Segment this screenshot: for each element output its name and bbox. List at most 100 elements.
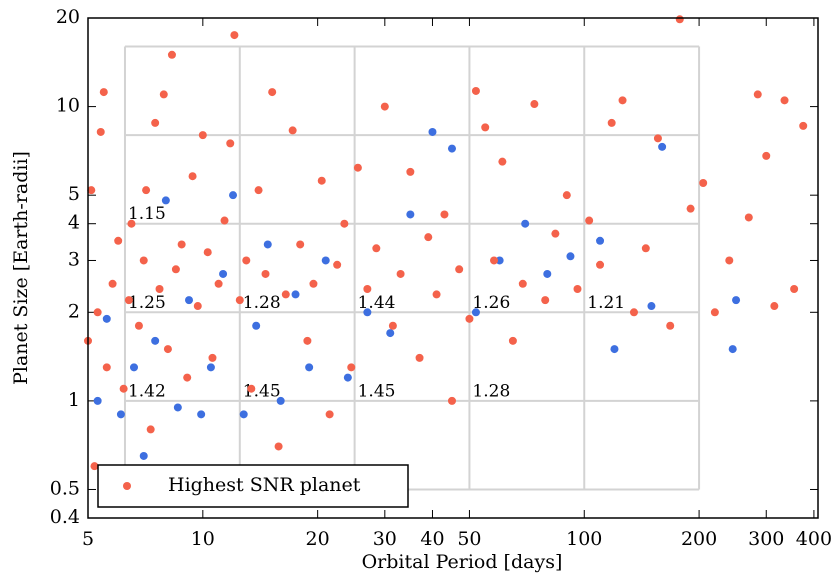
point xyxy=(543,269,552,278)
point xyxy=(321,256,330,265)
point xyxy=(219,269,228,278)
point xyxy=(167,50,176,59)
point xyxy=(406,167,415,176)
annotation: 1.44 xyxy=(358,293,396,313)
point xyxy=(380,102,389,111)
point xyxy=(203,248,212,257)
x-tick-label: 400 xyxy=(796,528,832,550)
point xyxy=(116,410,125,419)
point xyxy=(102,314,111,323)
x-tick-label: 20 xyxy=(306,528,330,550)
point xyxy=(198,131,207,140)
point xyxy=(388,321,397,330)
point xyxy=(728,345,737,354)
point xyxy=(432,290,441,299)
point xyxy=(770,302,779,311)
legend-marker xyxy=(123,482,131,490)
point xyxy=(447,144,456,153)
point xyxy=(163,345,172,354)
point xyxy=(753,90,762,99)
point xyxy=(93,396,102,405)
point xyxy=(242,256,251,265)
point xyxy=(440,210,449,219)
point xyxy=(471,308,480,317)
point xyxy=(780,96,789,105)
point xyxy=(629,308,638,317)
point xyxy=(428,127,437,136)
point xyxy=(641,244,650,253)
point xyxy=(386,329,395,338)
point xyxy=(185,296,194,305)
point xyxy=(363,308,372,317)
point xyxy=(596,236,605,245)
x-tick-label: 200 xyxy=(681,528,717,550)
point xyxy=(119,384,128,393)
point xyxy=(653,134,662,143)
point xyxy=(498,157,507,166)
annotation: 1.42 xyxy=(128,381,166,401)
point xyxy=(254,186,263,195)
x-axis-label: Orbital Period [days] xyxy=(362,551,563,573)
point xyxy=(415,353,424,362)
y-tick-label: 1 xyxy=(68,389,80,411)
x-tick-label: 5 xyxy=(82,528,94,550)
y-axis-label: Planet Size [Earth-radii] xyxy=(10,151,32,385)
point xyxy=(87,186,96,195)
annotation: 1.21 xyxy=(587,293,625,313)
point xyxy=(725,256,734,265)
legend-label: Highest SNR planet xyxy=(168,474,361,496)
point xyxy=(183,373,192,382)
point xyxy=(288,126,297,135)
x-tick-label: 40 xyxy=(420,528,444,550)
point xyxy=(325,410,334,419)
point xyxy=(799,121,808,130)
point xyxy=(732,296,741,305)
point xyxy=(551,229,560,238)
point xyxy=(490,256,499,265)
point xyxy=(214,279,223,288)
point xyxy=(363,284,372,293)
point xyxy=(177,240,186,249)
point xyxy=(303,336,312,345)
point xyxy=(340,219,349,228)
point xyxy=(108,279,117,288)
point xyxy=(447,396,456,405)
point xyxy=(268,88,277,97)
point xyxy=(161,196,170,205)
point xyxy=(710,308,719,317)
point xyxy=(124,296,133,305)
point xyxy=(658,142,667,151)
point xyxy=(208,353,217,362)
point xyxy=(596,260,605,269)
point xyxy=(530,100,539,109)
point xyxy=(372,244,381,253)
annotation: 1.25 xyxy=(128,293,166,313)
point xyxy=(647,302,656,311)
y-tick-label: 0.5 xyxy=(50,477,80,499)
point xyxy=(666,321,675,330)
point xyxy=(90,462,99,471)
point xyxy=(744,213,753,222)
point xyxy=(274,442,283,451)
point xyxy=(139,451,148,460)
point xyxy=(146,425,155,434)
point xyxy=(276,396,285,405)
y-tick-label: 0.4 xyxy=(50,506,80,528)
point xyxy=(188,172,197,181)
point xyxy=(235,296,244,305)
x-tick-label: 50 xyxy=(457,528,481,550)
point xyxy=(252,321,261,330)
annotation: 1.28 xyxy=(472,381,510,401)
point xyxy=(127,219,136,228)
annotation: 1.28 xyxy=(243,293,281,313)
point xyxy=(610,345,619,354)
y-tick-label: 2 xyxy=(68,300,80,322)
point xyxy=(790,284,799,293)
point xyxy=(566,252,575,261)
point xyxy=(206,363,215,372)
point xyxy=(99,88,108,97)
point xyxy=(607,118,616,127)
point xyxy=(171,265,180,274)
point xyxy=(309,279,318,288)
point xyxy=(333,260,342,269)
